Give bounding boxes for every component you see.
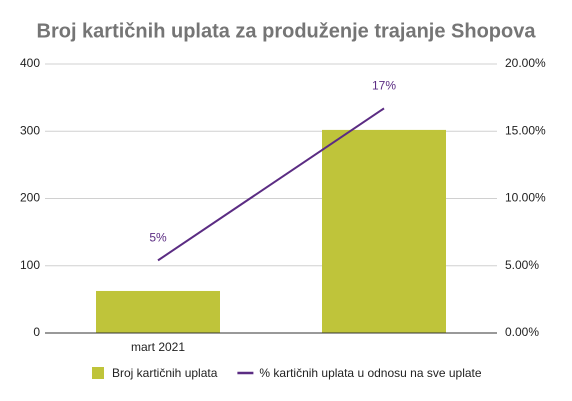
y-tick-label: 100: [20, 258, 40, 272]
y2-tick-label: 10.00%: [505, 191, 546, 205]
line: [157, 107, 385, 262]
legend-label: % kartičnih uplata u odnosu na sve uplat…: [259, 366, 481, 380]
chart-title: Broj kartičnih uplata za produženje traj…: [37, 20, 537, 42]
y2-tick-label: 0.00%: [505, 325, 539, 339]
y2-tick-label: 20.00%: [505, 56, 546, 70]
legend-label: Broj kartičnih uplata: [112, 366, 218, 380]
y2-tick-label: 15.00%: [505, 123, 546, 137]
y-tick-label: 200: [20, 191, 40, 205]
data-label: 17%: [372, 79, 396, 93]
y-tick-label: 400: [20, 56, 40, 70]
bar: [96, 290, 220, 333]
legend-swatch: [92, 367, 104, 379]
y2-tick-label: 5.00%: [505, 258, 539, 272]
x-tick-label: mart 2021: [131, 340, 185, 354]
data-label: 5%: [149, 231, 167, 245]
y-tick-label: 0: [33, 325, 40, 339]
bar: [322, 129, 446, 333]
y-tick-label: 300: [20, 123, 40, 137]
